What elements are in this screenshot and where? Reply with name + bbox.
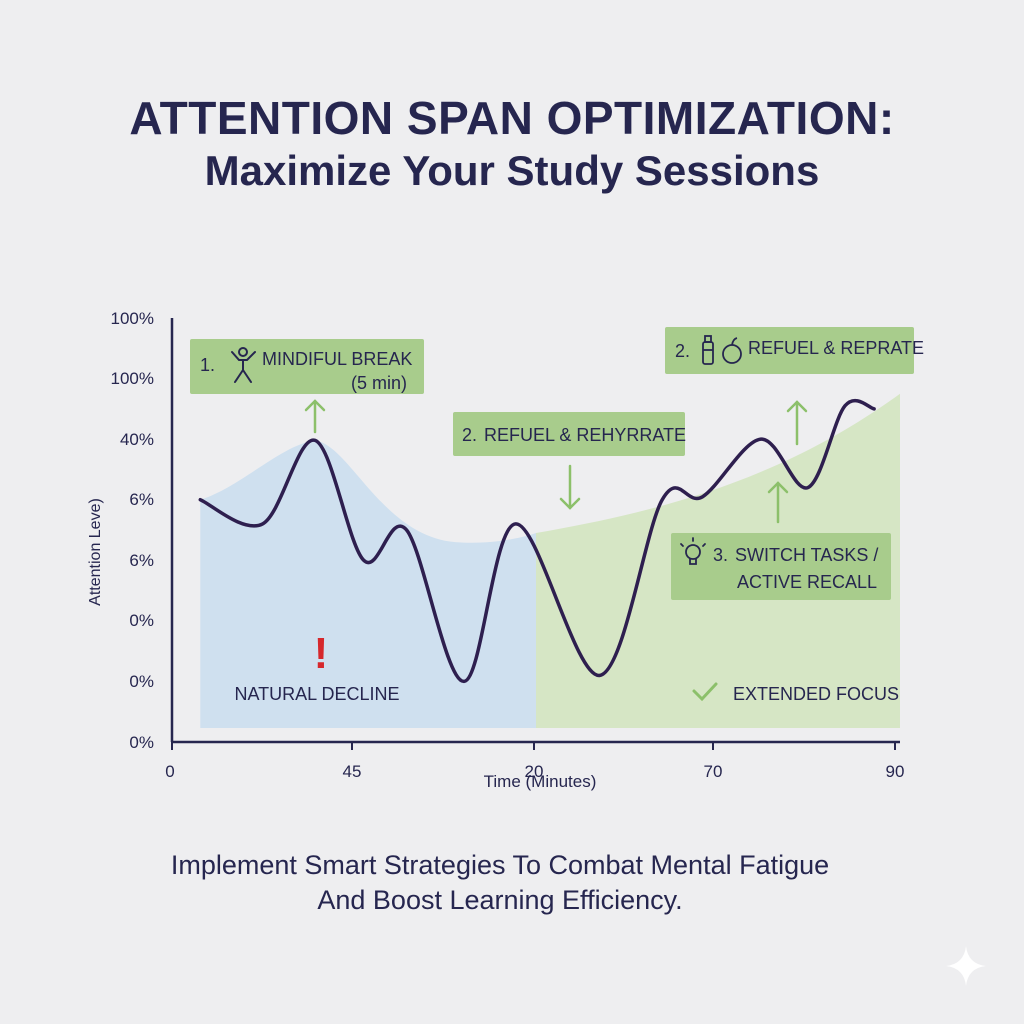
y-tick-label: 100% [111,309,154,328]
x-tick-label: 45 [343,762,362,781]
arrow-up-3 [786,400,808,446]
axis-layer [170,318,900,744]
y-tick-label: 0% [129,733,154,752]
callout-box [671,533,891,600]
x-axis-title: Time (Minutes) [484,772,597,791]
x-tick-label: 90 [886,762,905,781]
callout-number: 1. [200,355,215,375]
zone-decline-area [200,440,537,728]
callout-label: REFUEL & REHYRRATE [484,425,686,445]
title-line-1: ATTENTION SPAN OPTIMIZATION: [129,92,895,144]
callout-number: 3. [713,545,728,565]
callout-label: REFUEL & REPRATE [748,338,924,358]
title-line-2: Maximize Your Study Sessions [204,146,820,194]
callout-number: 2. [462,425,477,445]
footer-tagline: Implement Smart Strategies To Combat Men… [0,848,1000,918]
callout-switch-tasks: 3. SWITCH TASKS / ACTIVE RECALL [671,481,891,600]
attention-curve [198,398,876,684]
callout-refuel-top: 2. REFUEL & REPRATE [665,327,924,446]
ticks-layer: 100% 100% 40% 6% 6% 0% 0% 0% 0 45 20 70 90 [111,309,905,781]
x-tick-label: 20 [525,762,544,781]
y-tick-label: 0% [129,672,154,691]
y-tick-label: 6% [129,551,154,570]
y-tick-label: 0% [129,611,154,630]
y-tick-label: 100% [111,369,154,388]
callout-box [190,339,424,394]
callout-label: SWITCH TASKS / [735,545,878,565]
lightbulb-icon [680,537,706,565]
page-title: ATTENTION SPAN OPTIMIZATION: Maximize Yo… [0,92,1024,195]
callout-refuel-middle: 2. REFUEL & REHYRRATE [453,412,686,510]
arrow-down-2 [559,464,581,510]
zone-label-decline: NATURAL DECLINE [234,684,399,704]
callout-number: 2. [675,341,690,361]
y-tick-label: 6% [129,490,154,509]
callout-sub: (5 min) [351,373,407,393]
sparkle-icon [946,946,986,986]
arrow-up-4 [767,481,789,524]
x-tick-label: 0 [165,762,174,781]
person-stretch-icon [231,347,256,383]
zone-label-extended: EXTENDED FOCUS [733,684,899,704]
callout-box [453,412,685,456]
check-icon [692,682,718,702]
footer-line-2: And Boost Learning Efficiency. [317,885,683,916]
y-tick-label: 40% [120,430,154,449]
callout-label: MINDIFUL BREAK [262,349,412,369]
arrow-up-1 [304,399,326,434]
callout-mindful-break: 1. MINDIFUL BREAK (5 min) [190,339,424,434]
alert-icon: ! [314,629,329,678]
bottle-apple-icon [702,335,742,365]
callout-sub: ACTIVE RECALL [737,572,877,592]
footer-line-1: Implement Smart Strategies To Combat Men… [170,850,830,880]
x-tick-label: 70 [704,762,723,781]
y-axis-title: Attention Leve) [87,498,104,606]
